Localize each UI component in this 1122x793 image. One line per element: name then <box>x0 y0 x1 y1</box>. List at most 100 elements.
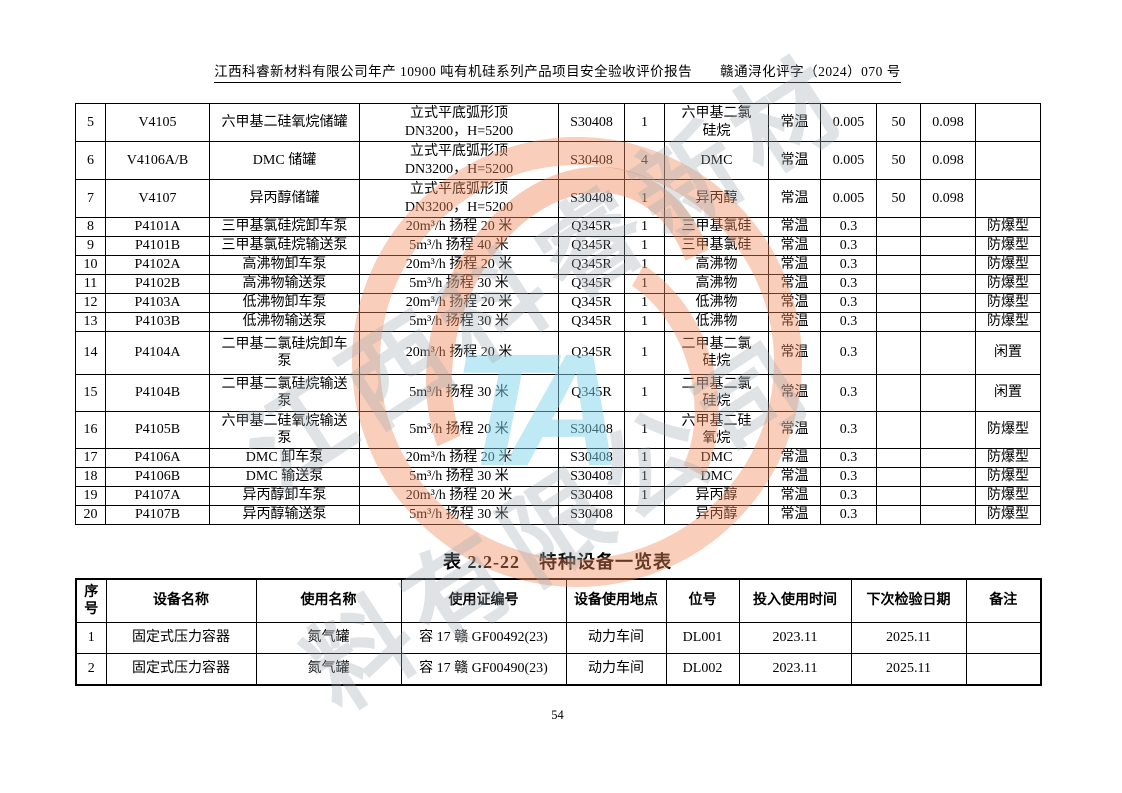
special-table-cell: 容 17 赣 GF00492(23) <box>400 622 567 654</box>
special-table-cell: 2023.11 <box>738 622 852 654</box>
special-table-cell <box>965 653 1042 685</box>
equipment-table-cell: 50 <box>876 179 921 218</box>
equipment-table-cell <box>876 467 921 487</box>
equipment-table-cell: DMC 储罐 <box>209 141 360 180</box>
equipment-table-cell: 0.005 <box>820 179 877 218</box>
equipment-table-cell: P4103B <box>105 312 210 332</box>
equipment-table-cell: 三甲基氯硅烷输送泵 <box>209 236 360 256</box>
equipment-table-cell: 19 <box>75 486 106 506</box>
equipment-table-cell: 防爆型 <box>975 236 1041 256</box>
equipment-table-cell: 20m³/h 扬程 20 米 <box>359 448 559 468</box>
header-start-date: 投入使用时间 <box>738 578 852 623</box>
equipment-table-row: 11 P4102B 高沸物输送泵 5m³/h 扬程 30 米 Q345R 1 高沸物 常温 0.… <box>75 274 1041 294</box>
equipment-table-cell <box>876 448 921 468</box>
document-header: 江西科睿新材料有限公司年产 10900 吨有机硅系列产品项目安全验收评价报告 赣… <box>75 60 1040 83</box>
equipment-table-cell <box>876 274 921 294</box>
equipment-table-cell: 防爆型 <box>975 255 1041 275</box>
header-use-location: 设备使用地点 <box>565 578 667 623</box>
equipment-table-cell <box>876 293 921 313</box>
equipment-table-cell: 5m³/h 扬程 30 米 <box>359 374 559 412</box>
equipment-table-cell <box>920 255 976 275</box>
equipment-table-cell <box>975 179 1041 218</box>
header-license-no: 使用证编号 <box>400 578 567 623</box>
equipment-table-cell: P4104A <box>105 331 210 375</box>
equipment-table-cell <box>920 236 976 256</box>
equipment-table-cell: P4107A <box>105 486 210 506</box>
special-table-cell: 氮气罐 <box>255 622 402 654</box>
equipment-table-cell: 闲置 <box>975 374 1041 412</box>
equipment-table-cell: Q345R <box>558 217 625 237</box>
equipment-table-cell: 0.3 <box>820 331 877 375</box>
equipment-table-cell: S30408 <box>558 448 625 468</box>
equipment-table-cell: 六甲基二硅氧烷储罐 <box>209 103 360 142</box>
special-table-cell: 动力车间 <box>565 622 667 654</box>
equipment-table-cell: 常温 <box>768 331 821 375</box>
equipment-table-cell: 异丙醇 <box>664 486 769 506</box>
equipment-table-cell: 六甲基二硅 氧烷 <box>664 411 769 449</box>
equipment-table-cell: 5m³/h 扬程 30 米 <box>359 274 559 294</box>
equipment-table-cell: P4106B <box>105 467 210 487</box>
equipment-table-cell: 5m³/h 扬程 30 米 <box>359 505 559 525</box>
equipment-table-cell: 0.3 <box>820 217 877 237</box>
equipment-table-cell: 0.3 <box>820 411 877 449</box>
equipment-table-cell: 1 <box>624 217 665 237</box>
equipment-table-cell: 常温 <box>768 448 821 468</box>
equipment-table-cell <box>624 505 665 525</box>
equipment-table-row: 5 V4105 六甲基二硅氧烷储罐 立式平底弧形顶 DN3200，H=5200 S304… <box>75 103 1041 142</box>
equipment-table-cell: 高沸物卸车泵 <box>209 255 360 275</box>
equipment-table-cell: 异丙醇 <box>664 179 769 218</box>
equipment-table-cell <box>876 374 921 412</box>
equipment-table-cell: S30408 <box>558 103 625 142</box>
equipment-table-row: 15 P4104B 二甲基二氯硅烷输送 泵 5m³/h 扬程 30 米 Q345R 1 二甲… <box>75 374 1041 412</box>
equipment-table-cell: 低沸物输送泵 <box>209 312 360 332</box>
equipment-table-cell: P4103A <box>105 293 210 313</box>
special-table-cell: 容 17 赣 GF00490(23) <box>400 653 567 685</box>
special-table-cell: 2025.11 <box>850 653 967 685</box>
equipment-table-cell: 1 <box>624 467 665 487</box>
equipment-table-cell: 10 <box>75 255 106 275</box>
equipment-table-cell: 0.3 <box>820 467 877 487</box>
equipment-table-cell: 20 <box>75 505 106 525</box>
equipment-table-cell: S30408 <box>558 179 625 218</box>
equipment-table-cell: 常温 <box>768 255 821 275</box>
equipment-table-cell: V4106A/B <box>105 141 210 180</box>
equipment-table-cell: 5m³/h 扬程 30 米 <box>359 467 559 487</box>
equipment-table-cell: 0.3 <box>820 236 877 256</box>
equipment-table-cell: 50 <box>876 141 921 180</box>
equipment-table-cell: P4104B <box>105 374 210 412</box>
equipment-table-cell: 高沸物 <box>664 274 769 294</box>
equipment-table-cell <box>920 448 976 468</box>
equipment-table-cell: 常温 <box>768 103 821 142</box>
equipment-table-cell <box>920 374 976 412</box>
equipment-table-cell: 常温 <box>768 505 821 525</box>
equipment-table-cell: 1 <box>624 331 665 375</box>
equipment-table-cell: P4102B <box>105 274 210 294</box>
equipment-table-cell: 0.3 <box>820 374 877 412</box>
equipment-table-cell: 15 <box>75 374 106 412</box>
equipment-table-cell: 0.098 <box>920 141 976 180</box>
equipment-table-cell: 5 <box>75 103 106 142</box>
equipment-table-cell: 异丙醇储罐 <box>209 179 360 218</box>
header-use-name: 使用名称 <box>255 578 402 623</box>
equipment-table-cell <box>920 505 976 525</box>
equipment-table-cell <box>975 103 1041 142</box>
equipment-table-cell: 二甲基二氯硅烷卸车 泵 <box>209 331 360 375</box>
equipment-table-row: 7 V4107 异丙醇储罐 立式平底弧形顶 DN3200，H=5200 S30408 1 异… <box>75 179 1041 218</box>
equipment-table-row: 17 P4106A DMC 卸车泵 20m³/h 扬程 20 米 S30408 1 DMC 常… <box>75 448 1041 468</box>
equipment-table-cell: 50 <box>876 103 921 142</box>
special-table-cell: 固定式压力容器 <box>105 653 257 685</box>
equipment-table-cell <box>920 293 976 313</box>
equipment-table-cell: DMC 卸车泵 <box>209 448 360 468</box>
equipment-table-cell: 13 <box>75 312 106 332</box>
equipment-table-cell: 防爆型 <box>975 312 1041 332</box>
equipment-table-cell: 20m³/h 扬程 20 米 <box>359 331 559 375</box>
equipment-table-cell: 常温 <box>768 141 821 180</box>
equipment-table: 5 V4105 六甲基二硅氧烷储罐 立式平底弧形顶 DN3200，H=5200 S304… <box>75 103 1041 525</box>
equipment-table-cell <box>876 411 921 449</box>
header-equipment-name: 设备名称 <box>105 578 257 623</box>
equipment-table-cell <box>920 467 976 487</box>
header-next-inspection: 下次检验日期 <box>850 578 967 623</box>
equipment-table-cell: 0.3 <box>820 255 877 275</box>
equipment-table-cell: 0.005 <box>820 141 877 180</box>
